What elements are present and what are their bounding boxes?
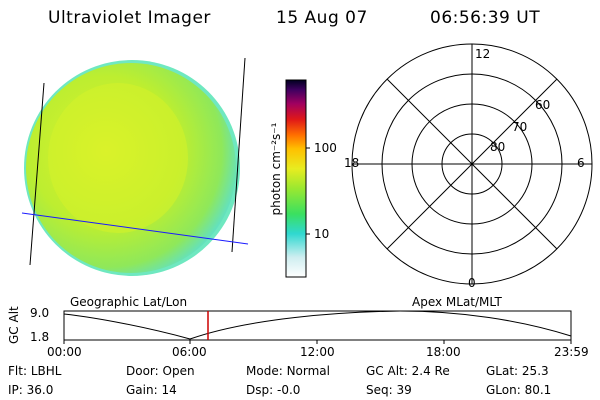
status-gain-value: 14 xyxy=(161,383,177,397)
status-glat-label: GLat: xyxy=(486,364,519,378)
colorbar-label-100: 100 xyxy=(314,141,337,155)
status-ip: IP: 36.0 xyxy=(8,383,53,397)
date-label: 15 Aug 07 xyxy=(276,8,368,28)
mlat-label-80: 80 xyxy=(490,140,506,154)
altitude-x-tick-0600: 06:00 xyxy=(172,345,207,359)
altitude-y-tick-min: 1.8 xyxy=(30,330,50,344)
status-filter-value: LBHL xyxy=(30,364,62,378)
mlt-label-6: 6 xyxy=(577,156,585,170)
status-ip-label: IP: xyxy=(8,383,23,397)
status-ip-value: 36.0 xyxy=(26,383,54,397)
geo-parallel-line xyxy=(21,212,249,245)
status-mode: Mode: Normal xyxy=(246,364,330,378)
status-glon: GLon: 80.1 xyxy=(486,383,551,397)
status-gc-alt-label: GC Alt: xyxy=(366,364,408,378)
altitude-x-tick-2359: 23:59 xyxy=(554,345,589,359)
mlt-label-12: 12 xyxy=(475,47,491,61)
status-door: Door: Open xyxy=(126,364,195,378)
time-label: 06:56:39 UT xyxy=(430,8,541,28)
color-scale-bar xyxy=(285,79,307,278)
status-gc-alt: GC Alt: 2.4 Re xyxy=(366,364,450,378)
altitude-x-tick-1800: 18:00 xyxy=(426,345,461,359)
status-gain: Gain: 14 xyxy=(126,383,177,397)
altitude-y-tick-max: 9.0 xyxy=(30,306,50,320)
altitude-y-label: GC Alt xyxy=(7,306,21,344)
colorbar-unit-label: photon cm⁻²s⁻¹ xyxy=(269,122,283,216)
geo-meridian-right xyxy=(231,57,246,253)
status-glat: GLat: 25.3 xyxy=(486,364,549,378)
altitude-x-tick-0000: 00:00 xyxy=(47,345,82,359)
altitude-x-ticks xyxy=(63,340,572,344)
geo-panel-title: Geographic Lat/Lon xyxy=(70,295,188,309)
geo-meridian-left xyxy=(29,82,45,266)
status-dsp: Dsp: -0.0 xyxy=(246,383,300,397)
colorbar-label-10: 10 xyxy=(314,227,330,241)
status-gain-label: Gain: xyxy=(126,383,158,397)
mlat-label-60: 60 xyxy=(535,98,551,112)
status-seq-value: 39 xyxy=(396,383,412,397)
status-glon-label: GLon: xyxy=(486,383,521,397)
mlat-label-70: 70 xyxy=(512,120,528,134)
status-seq-label: Seq: xyxy=(366,383,393,397)
status-glat-value: 25.3 xyxy=(521,364,549,378)
status-mode-value: Normal xyxy=(286,364,330,378)
uv-disk-image xyxy=(24,60,240,276)
app-title: Ultraviolet Imager xyxy=(48,8,211,28)
status-dsp-label: Dsp: xyxy=(246,383,274,397)
status-seq: Seq: 39 xyxy=(366,383,412,397)
apex-panel-title: Apex MLat/MLT xyxy=(412,295,502,309)
status-filter-label: Flt: xyxy=(8,364,27,378)
status-dsp-value: -0.0 xyxy=(276,383,301,397)
altitude-curve xyxy=(63,310,572,340)
status-mode-label: Mode: xyxy=(246,364,283,378)
mlt-label-18: 18 xyxy=(344,156,360,170)
mlt-label-0: 0 xyxy=(468,276,476,290)
altitude-x-tick-1200: 12:00 xyxy=(300,345,335,359)
status-glon-value: 80.1 xyxy=(524,383,552,397)
status-door-label: Door: xyxy=(126,364,159,378)
status-gc-alt-value: 2.4 Re xyxy=(411,364,450,378)
status-filter: Flt: LBHL xyxy=(8,364,61,378)
status-door-value: Open xyxy=(162,364,195,378)
polar-grid xyxy=(351,43,593,285)
